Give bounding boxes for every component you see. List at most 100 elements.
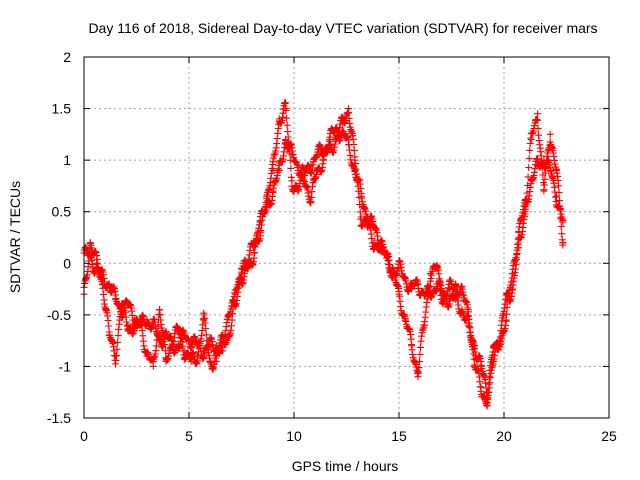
data-point [206, 357, 214, 365]
data-point [559, 218, 567, 226]
y-tick-label: -1.5 [47, 410, 71, 426]
data-point [225, 311, 233, 319]
data-point [452, 295, 460, 303]
data-point [168, 337, 176, 345]
chart-title: Day 116 of 2018, Sidereal Day-to-day VTE… [88, 20, 597, 36]
data-point [212, 357, 220, 365]
x-tick-label: 15 [391, 428, 407, 444]
data-point [181, 347, 189, 355]
data-point [433, 264, 441, 272]
data-point [288, 177, 296, 185]
data-point [439, 295, 447, 303]
data-point [420, 321, 428, 329]
data-point [99, 280, 107, 288]
data-point [187, 357, 195, 365]
y-tick-label: 1 [63, 152, 71, 168]
data-point [521, 208, 529, 216]
data-point [231, 301, 239, 309]
data-point [175, 326, 182, 334]
data-point [546, 166, 554, 174]
data-point [477, 383, 485, 391]
data-point [332, 136, 340, 144]
data-point [471, 362, 479, 370]
data-point [275, 115, 283, 123]
data-point [464, 306, 472, 314]
data-point [458, 290, 466, 298]
x-axis-label: GPS time / hours [292, 458, 399, 474]
data-point [275, 166, 283, 174]
data-point [527, 136, 535, 144]
data-point [250, 249, 258, 257]
data-point [382, 249, 390, 257]
data-point [187, 337, 195, 345]
data-point [105, 331, 113, 339]
data-point [193, 352, 201, 360]
data-point [427, 270, 434, 278]
data-point [414, 280, 422, 288]
data-point [527, 177, 535, 185]
data-point [376, 244, 384, 252]
data-point [408, 342, 416, 350]
data-point [130, 326, 138, 334]
data-point [546, 130, 554, 138]
y-tick-label: 2 [63, 49, 71, 65]
data-point [395, 290, 403, 298]
series-marks [80, 99, 567, 410]
data-point [313, 151, 321, 159]
data-point [307, 197, 315, 205]
y-tick-label: 0.5 [52, 204, 72, 220]
data-point [502, 316, 510, 324]
data-point [502, 295, 510, 303]
data-point [112, 295, 119, 303]
data-point [357, 213, 365, 221]
y-tick-label: 1.5 [52, 101, 72, 117]
data-point [483, 399, 491, 407]
data-point [445, 285, 453, 293]
data-point [319, 156, 327, 164]
x-tick-label: 25 [601, 428, 617, 444]
data-point [149, 321, 157, 329]
data-point [389, 270, 397, 278]
data-point [370, 239, 378, 247]
y-axis-label: SDTVAR / TECUs [7, 181, 23, 293]
data-point [238, 264, 245, 272]
axis-ticks: 0 5 10 15 20 25 -1.5 -1 -0.5 0 0.5 1 1.5 2 [47, 49, 617, 444]
data-point [225, 331, 233, 339]
data-point [496, 337, 504, 345]
data-point [137, 316, 145, 324]
data-point [540, 187, 548, 195]
data-point [263, 192, 271, 200]
data-point [364, 223, 371, 231]
data-point [458, 306, 466, 314]
data-point [112, 352, 119, 360]
series-2 [80, 99, 567, 410]
data-point [534, 161, 542, 169]
data-point [301, 172, 308, 180]
data-point [345, 105, 353, 113]
data-point [143, 352, 151, 360]
data-point [553, 192, 560, 200]
data-point [143, 316, 151, 324]
data-point [553, 166, 560, 174]
data-point [401, 275, 409, 283]
data-point [534, 110, 542, 118]
data-point [156, 306, 164, 314]
y-tick-label: 0 [63, 255, 71, 271]
data-point [282, 105, 290, 113]
data-point [338, 120, 346, 128]
data-point [490, 342, 497, 350]
y-tick-label: -0.5 [47, 307, 71, 323]
y-tick-label: -1 [59, 358, 72, 374]
data-point [477, 362, 485, 370]
data-point [256, 218, 264, 226]
data-point [294, 161, 302, 169]
data-point [124, 321, 132, 329]
data-point [452, 280, 460, 288]
x-tick-label: 0 [80, 428, 88, 444]
data-point [162, 357, 170, 365]
data-point [269, 166, 277, 174]
data-point [250, 239, 258, 247]
data-point [86, 239, 94, 247]
data-point [351, 156, 359, 164]
data-point [294, 187, 302, 195]
